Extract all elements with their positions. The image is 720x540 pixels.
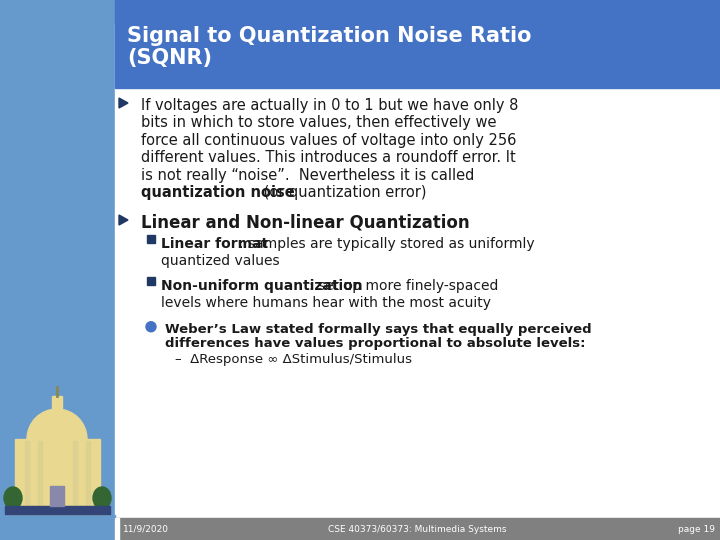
Text: : samples are typically stored as uniformly: : samples are typically stored as unifor…	[239, 237, 535, 251]
Text: Linear format: Linear format	[161, 237, 268, 251]
Text: If voltages are actually in 0 to 1 but we have only 8: If voltages are actually in 0 to 1 but w…	[141, 98, 518, 113]
Bar	[147, 235, 155, 243]
Bar	[52, 396, 62, 411]
Ellipse shape	[4, 487, 22, 509]
Polygon shape	[119, 215, 128, 225]
Bar	[15, 439, 100, 509]
Bar	[115, 0, 720, 88]
Bar	[7, 511, 108, 514]
Text: Non-uniform quantization: Non-uniform quantization	[161, 279, 363, 293]
Bar	[115, 518, 720, 540]
Text: CSE 40373/60373: Multimedia Systems: CSE 40373/60373: Multimedia Systems	[328, 524, 507, 534]
Text: different values. This introduces a roundoff error. It: different values. This introduces a roun…	[141, 151, 516, 165]
Text: bits in which to store values, then effectively we: bits in which to store values, then effe…	[141, 116, 497, 131]
Text: is not really “noise”.  Nevertheless it is called: is not really “noise”. Nevertheless it i…	[141, 168, 474, 183]
Text: levels where humans hear with the most acuity: levels where humans hear with the most a…	[161, 296, 491, 310]
Bar	[50, 486, 64, 506]
Bar	[5, 506, 110, 514]
Bar	[0, 0, 115, 540]
Text: (or quantization error): (or quantization error)	[259, 186, 426, 200]
Text: quantized values: quantized values	[161, 254, 279, 268]
Bar	[115, 24, 720, 514]
Circle shape	[146, 322, 156, 332]
Text: Weber’s Law stated formally says that equally perceived: Weber’s Law stated formally says that eq…	[165, 323, 592, 336]
Bar	[38, 441, 42, 506]
Bar	[25, 441, 29, 506]
Text: differences have values proportional to absolute levels:: differences have values proportional to …	[165, 338, 585, 350]
Text: –  ΔResponse ∞ ΔStimulus/Stimulus: – ΔResponse ∞ ΔStimulus/Stimulus	[175, 353, 412, 366]
Ellipse shape	[93, 487, 111, 509]
Bar	[10, 506, 105, 512]
Text: quantization noise: quantization noise	[141, 186, 294, 200]
Bar	[115, 518, 119, 540]
Text: Signal to Quantization Noise Ratio: Signal to Quantization Noise Ratio	[127, 26, 531, 46]
Polygon shape	[119, 98, 128, 108]
Text: 11/9/2020: 11/9/2020	[123, 524, 169, 534]
Text: (SQNR): (SQNR)	[127, 48, 212, 68]
Text: page 19: page 19	[678, 524, 715, 534]
Bar	[73, 441, 77, 506]
Text: : set up more finely-spaced: : set up more finely-spaced	[309, 279, 498, 293]
Bar	[86, 441, 90, 506]
Wedge shape	[27, 409, 87, 439]
Bar	[147, 277, 155, 285]
Text: force all continuous values of voltage into only 256: force all continuous values of voltage i…	[141, 133, 516, 148]
Text: Linear and Non-linear Quantization: Linear and Non-linear Quantization	[141, 214, 469, 232]
